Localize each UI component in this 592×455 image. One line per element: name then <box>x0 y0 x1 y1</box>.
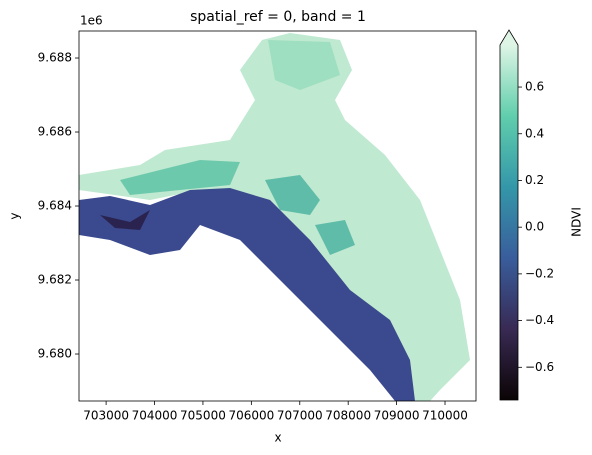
x-tick-label: 708000 <box>325 409 371 423</box>
vegetation-patch <box>315 220 355 255</box>
vegetation-patch <box>120 160 240 195</box>
y-tick-label: 9.680 <box>38 347 72 361</box>
chart-title: spatial_ref = 0, band = 1 <box>190 9 366 25</box>
x-tick-label: 707000 <box>277 409 323 423</box>
colorbar-tick-label: −0.2 <box>525 266 554 280</box>
vegetation-patch <box>268 40 340 90</box>
x-axis-label: x <box>274 431 281 445</box>
water <box>79 188 415 401</box>
colorbar-tick-label: 0.4 <box>525 126 544 140</box>
raster-image <box>79 33 470 401</box>
x-tick-label: 703000 <box>83 409 129 423</box>
vegetation-patch <box>265 175 320 215</box>
colorbar-tick-label: 0.2 <box>525 173 544 187</box>
y-axis-label: y <box>8 212 22 219</box>
x-tick-label: 706000 <box>228 409 274 423</box>
x-tick-label: 704000 <box>132 409 178 423</box>
x-tick-label: 705000 <box>180 409 226 423</box>
colorbar-frame <box>499 29 519 401</box>
colorbar-tick-label: −0.4 <box>525 313 554 327</box>
colorbar-label: NDVI <box>570 207 584 237</box>
x-tick-label: 709000 <box>374 409 420 423</box>
colorbar-extend <box>500 30 518 45</box>
colorbar-tick-label: 0.6 <box>525 80 544 94</box>
plot-frame <box>78 30 477 402</box>
colorbar-tick-label: −0.6 <box>525 360 554 374</box>
colorbar <box>500 45 518 400</box>
y-offset-text: 1e6 <box>80 14 103 28</box>
y-tick-label: 9.686 <box>38 125 72 139</box>
x-tick-label: 710000 <box>422 409 468 423</box>
colorbar-tick-label: 0.0 <box>525 220 544 234</box>
y-tick-label: 9.684 <box>38 199 72 213</box>
deep-water <box>100 210 150 230</box>
y-tick-label: 9.688 <box>38 51 72 65</box>
y-tick-label: 9.682 <box>38 273 72 287</box>
